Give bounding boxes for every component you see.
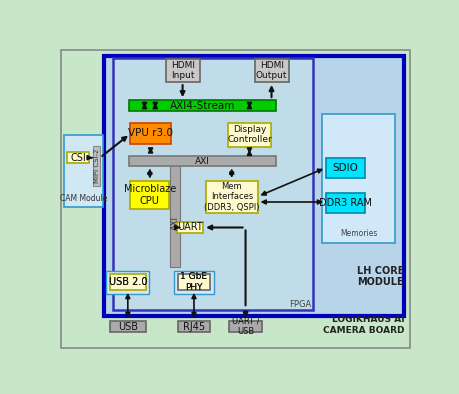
Bar — [322, 114, 395, 243]
Bar — [255, 59, 289, 82]
Text: 1 GbE
PHY: 1 GbE PHY — [180, 272, 207, 292]
Text: MIPI CSI-2: MIPI CSI-2 — [94, 149, 100, 183]
Bar — [129, 156, 276, 165]
Bar — [106, 271, 149, 294]
Text: USB 2.0: USB 2.0 — [109, 277, 147, 287]
Bar — [170, 164, 180, 267]
Bar — [178, 321, 210, 333]
Text: LOGIKHAUS AI
CAMERA BOARD: LOGIKHAUS AI CAMERA BOARD — [323, 315, 404, 335]
Text: Mem
Interfaces
(DDR3, QSPI): Mem Interfaces (DDR3, QSPI) — [204, 182, 260, 212]
Bar — [67, 152, 89, 163]
Bar — [112, 58, 313, 310]
Bar — [110, 274, 146, 290]
Bar — [104, 56, 404, 316]
Bar — [64, 135, 103, 206]
Bar — [129, 100, 276, 111]
Text: HDMI
Input: HDMI Input — [171, 61, 195, 80]
Text: Microblaze
CPU: Microblaze CPU — [124, 184, 176, 206]
Text: USB 2.0: USB 2.0 — [109, 277, 147, 287]
Bar — [130, 123, 171, 144]
Text: AXI4-Stream: AXI4-Stream — [170, 100, 235, 111]
Text: FPGA: FPGA — [290, 300, 312, 309]
Text: RJ45: RJ45 — [183, 322, 205, 332]
Text: AXI: AXI — [195, 156, 210, 165]
Text: HDMI
Output: HDMI Output — [256, 61, 287, 80]
Bar — [206, 181, 257, 213]
Text: CAM Module: CAM Module — [60, 194, 107, 203]
Bar — [177, 222, 203, 233]
Bar — [130, 181, 169, 209]
Text: CSI: CSI — [70, 153, 86, 163]
Text: USB: USB — [118, 322, 138, 332]
Text: UART: UART — [177, 223, 203, 232]
Bar — [110, 321, 146, 333]
Bar — [326, 158, 365, 178]
Bar — [178, 274, 210, 290]
Text: DDR3 RAM: DDR3 RAM — [319, 198, 372, 208]
Bar — [326, 193, 365, 213]
Bar — [93, 147, 100, 186]
Bar — [110, 274, 146, 290]
Bar — [174, 271, 214, 294]
Bar — [178, 274, 210, 290]
Text: VPU r3.0: VPU r3.0 — [128, 128, 173, 138]
Text: Memories: Memories — [340, 229, 378, 238]
Text: 1 GbE
PHY: 1 GbE PHY — [180, 272, 207, 292]
Bar — [228, 123, 271, 147]
Bar — [166, 59, 200, 82]
Text: AXI: AXI — [171, 216, 180, 230]
Bar — [229, 321, 262, 333]
Text: LH CORE
MODULE: LH CORE MODULE — [357, 266, 404, 287]
Text: SDIO: SDIO — [333, 163, 358, 173]
Text: Display
Controller: Display Controller — [227, 125, 272, 144]
Text: UART /
USB: UART / USB — [232, 317, 259, 336]
